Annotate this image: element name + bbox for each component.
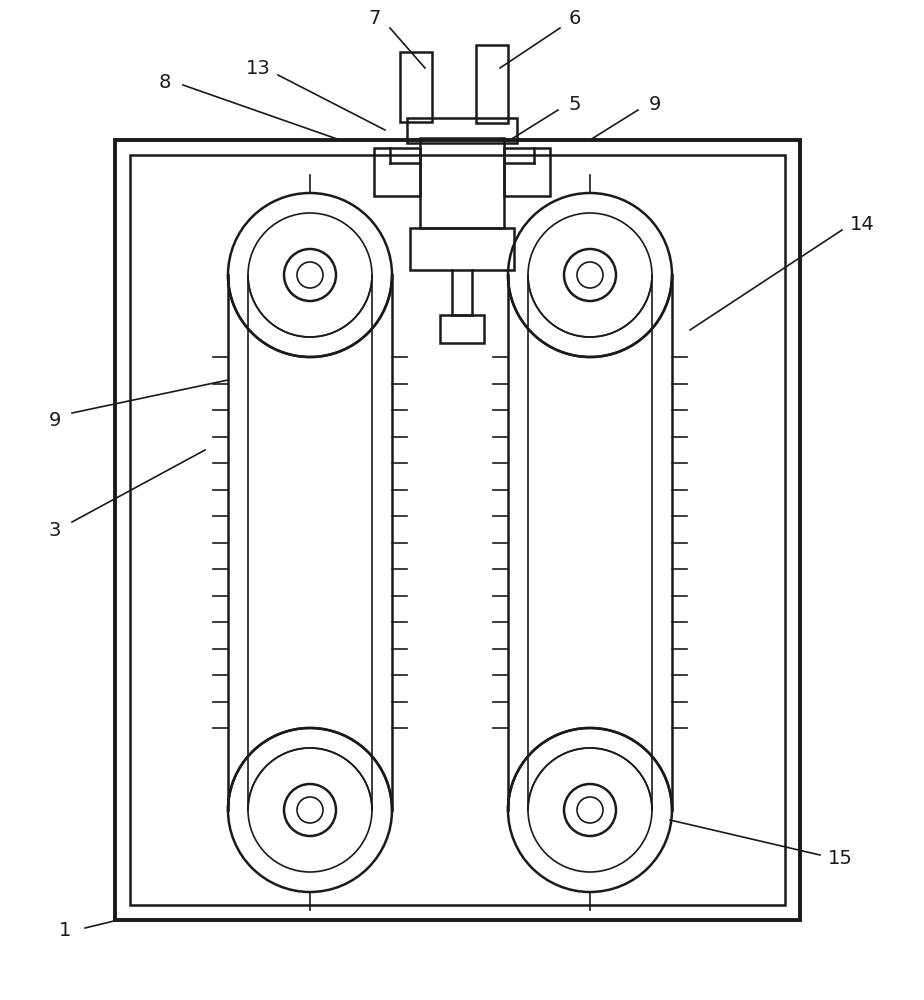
Bar (115, 140, 800, 920)
Text: 14: 14 (850, 216, 874, 234)
Text: 9: 9 (649, 96, 662, 114)
Text: 6: 6 (569, 8, 581, 27)
Text: 7: 7 (369, 8, 382, 27)
Text: 3: 3 (49, 520, 61, 540)
Text: 8: 8 (159, 73, 171, 92)
Text: 9: 9 (49, 410, 61, 430)
Text: 13: 13 (246, 58, 271, 78)
Text: 1: 1 (59, 920, 71, 940)
Bar (440, 315, 484, 343)
Bar (420, 138, 504, 228)
Bar (130, 155, 785, 905)
Bar (410, 228, 514, 270)
Bar (407, 118, 517, 143)
Bar (400, 52, 432, 122)
Bar (504, 148, 550, 196)
Bar (374, 148, 420, 196)
Text: 5: 5 (569, 96, 581, 114)
Text: 15: 15 (828, 848, 853, 867)
Bar (476, 45, 508, 123)
